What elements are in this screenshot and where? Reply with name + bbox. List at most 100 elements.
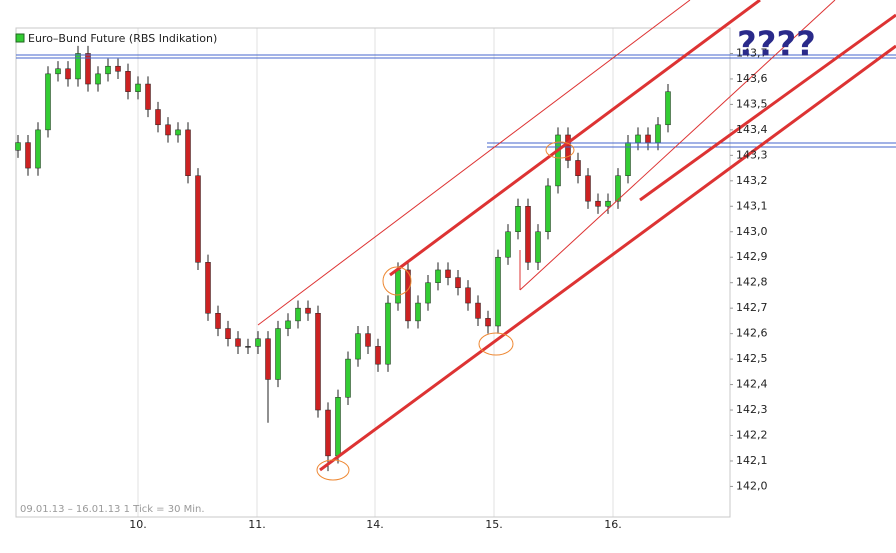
y-tick-label: 142,2 [736, 429, 768, 442]
candle-body [505, 231, 511, 258]
candle-body [575, 160, 581, 176]
candle-body [285, 320, 291, 329]
candle-body [485, 318, 491, 327]
candle-body [315, 313, 321, 411]
y-tick-label: 143,3 [736, 148, 768, 161]
candle-body [355, 333, 361, 360]
candle-body [555, 134, 561, 187]
candle-body [565, 134, 571, 161]
highlight-ellipse [382, 266, 412, 296]
legend-swatch [15, 33, 25, 43]
candle-body [455, 277, 461, 289]
candle-body [125, 71, 131, 92]
y-tick-label: 143,7 [736, 46, 768, 59]
candle-body [85, 53, 91, 85]
candle-body [55, 68, 61, 75]
candle-body [425, 282, 431, 304]
y-tick-label: 143,0 [736, 225, 768, 238]
candle-body [25, 142, 31, 169]
candles [15, 45, 671, 472]
candle-body [665, 91, 671, 126]
candle-body [65, 68, 71, 80]
annotation: ???? [737, 25, 816, 65]
candle-body [415, 302, 421, 322]
y-tick-label: 142,5 [736, 352, 768, 365]
candle-body [255, 338, 261, 347]
candle-body [525, 206, 531, 263]
candle-body [145, 83, 151, 110]
candle-body [185, 129, 191, 176]
trend-line [389, 0, 761, 277]
candle-body [75, 53, 81, 80]
y-tick-label: 142,4 [736, 378, 768, 391]
y-tick-label: 142,3 [736, 403, 768, 416]
candle-body [605, 200, 611, 207]
candle-body [615, 175, 621, 202]
candle-body [105, 65, 111, 75]
y-tick-label: 142,9 [736, 250, 768, 263]
candle-body [495, 256, 501, 327]
y-tick-label: 143,1 [736, 199, 768, 212]
highlight-ellipse [478, 332, 514, 356]
x-tick-label: 14. [366, 518, 384, 531]
trend-line [257, 0, 691, 326]
candle-body [515, 206, 521, 232]
y-tick-label: 143,4 [736, 123, 768, 136]
x-tick-label: 10. [129, 518, 147, 531]
candle-body [165, 124, 171, 136]
y-tick-label: 142,0 [736, 479, 768, 492]
trend-line [319, 44, 896, 472]
drawings [16, 0, 896, 481]
candle-body [375, 346, 381, 365]
candle-body [655, 124, 661, 143]
candle-body [635, 134, 641, 143]
candle-body [595, 200, 601, 207]
candle-body [235, 338, 241, 347]
candle-body [645, 134, 651, 143]
y-tick-label: 142,7 [736, 301, 768, 314]
candle-body [195, 175, 201, 263]
candle-body [265, 338, 271, 380]
footer: 09.01.13 – 16.01.13 1 Tick = 30 Min. [20, 504, 205, 515]
candle-body [395, 269, 401, 304]
candle-body [625, 142, 631, 176]
y-tick-label: 143,2 [736, 174, 768, 187]
y-tick-label: 142,1 [736, 454, 768, 467]
candle-body [385, 302, 391, 365]
candle-body [275, 328, 281, 380]
candle-body [535, 231, 541, 263]
candle-body [95, 73, 101, 85]
candle-body [135, 83, 141, 92]
y-tick-label: 142,6 [736, 327, 768, 340]
legend-label: Euro–Bund Future (RBS Indikation) [28, 32, 217, 45]
candle-body [405, 269, 411, 322]
trend-line [639, 13, 896, 202]
candle-body [35, 129, 41, 169]
x-tick-label: 11. [248, 518, 266, 531]
candle-body [225, 328, 231, 339]
candle-body [215, 313, 221, 329]
candle-body [305, 307, 311, 314]
candle-body [205, 262, 211, 314]
highlight-ellipse [316, 459, 350, 481]
candle-body [465, 287, 471, 304]
plot-frame [15, 27, 731, 518]
y-tick-label: 142,8 [736, 276, 768, 289]
x-tick-label: 16. [604, 518, 622, 531]
candle-body [295, 307, 301, 322]
candle-body [155, 109, 161, 126]
candle-body [335, 397, 341, 457]
highlight-ellipse [545, 141, 575, 159]
x-tick-label: 15. [485, 518, 503, 531]
candle-body [175, 129, 181, 136]
candle-body [445, 269, 451, 278]
candle-body [545, 185, 551, 232]
candle-body [365, 333, 371, 347]
candle-body [15, 142, 21, 151]
y-tick-label: 143,6 [736, 72, 768, 85]
y-axis: 142,0 142,1 142,2 142,3 142,4 142,5 142,6 142,7… [129, 46, 767, 531]
candle-body [585, 175, 591, 202]
candle-body [325, 409, 331, 457]
